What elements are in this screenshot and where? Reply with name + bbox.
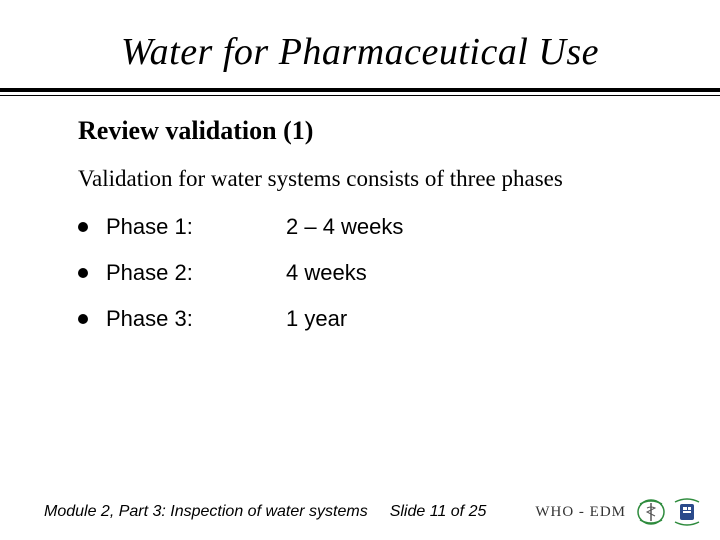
phase-duration: 4 weeks — [286, 260, 692, 286]
bullet-icon — [78, 268, 88, 278]
footer-module: Module 2, Part 3: Inspection of water sy… — [44, 503, 368, 521]
slide-body: Review validation (1) Validation for wat… — [0, 98, 720, 332]
list-item: Phase 2: 4 weeks — [78, 260, 692, 286]
phase-label: Phase 3: — [106, 306, 286, 332]
phase-duration: 2 – 4 weeks — [286, 214, 692, 240]
slide-footer: Module 2, Part 3: Inspection of water sy… — [0, 498, 720, 526]
slide-subtitle: Review validation (1) — [78, 116, 692, 146]
footer-slide-number: Slide 11 of 25 — [390, 503, 487, 521]
who-logo-icon — [636, 498, 666, 526]
list-item: Phase 3: 1 year — [78, 306, 692, 332]
phase-list: Phase 1: 2 – 4 weeks Phase 2: 4 weeks Ph… — [78, 214, 692, 332]
footer-logos — [636, 498, 702, 526]
rule-thick — [0, 88, 720, 92]
lead-text: Validation for water systems consists of… — [78, 166, 692, 192]
title-rule — [0, 88, 720, 98]
phase-label: Phase 1: — [106, 214, 286, 240]
bullet-icon — [78, 222, 88, 232]
rule-thin — [0, 95, 720, 96]
edm-logo-icon — [672, 498, 702, 526]
list-item: Phase 1: 2 – 4 weeks — [78, 214, 692, 240]
slide-title: Water for Pharmaceutical Use — [0, 0, 720, 88]
phase-duration: 1 year — [286, 306, 692, 332]
footer-org-text: WHO - EDM — [535, 504, 626, 521]
phase-label: Phase 2: — [106, 260, 286, 286]
slide: Water for Pharmaceutical Use Review vali… — [0, 0, 720, 540]
bullet-icon — [78, 314, 88, 324]
